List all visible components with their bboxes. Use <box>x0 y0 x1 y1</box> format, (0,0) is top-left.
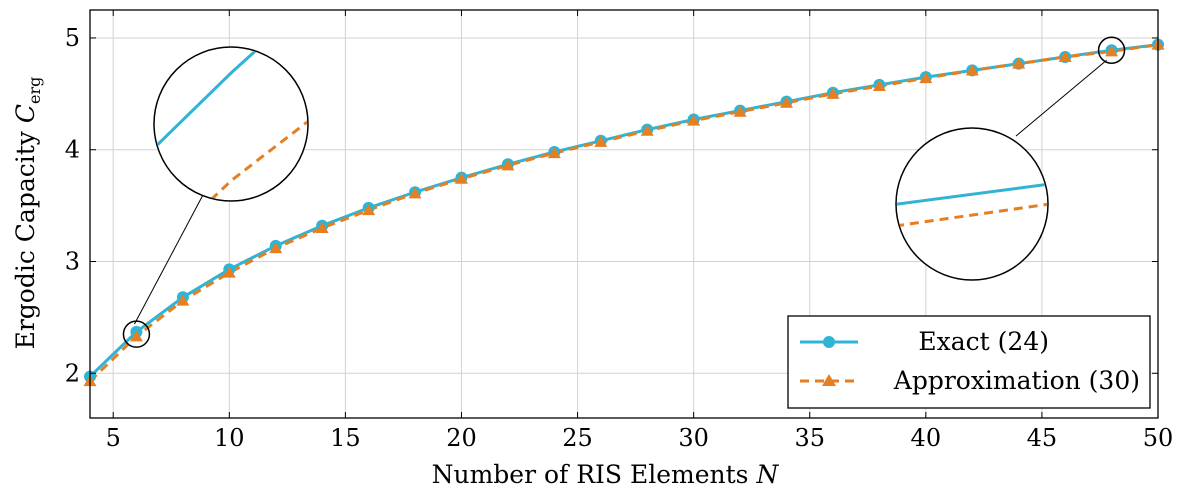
data-point-approximation <box>965 64 979 76</box>
y-tick-label: 2 <box>65 359 80 387</box>
y-tick-label: 5 <box>65 24 80 52</box>
x-tick-label: 40 <box>911 424 942 452</box>
zoom-insets <box>122 36 1126 348</box>
data-point-approximation <box>222 266 236 278</box>
data-point-approximation <box>315 221 329 233</box>
y-tick-label: 3 <box>65 248 80 276</box>
legend-label-exact: Exact (24) <box>918 327 1049 356</box>
legend-marker-approx <box>822 374 836 386</box>
inset-line-approx-left <box>198 114 307 200</box>
data-point-approximation <box>501 159 515 171</box>
axes-frame <box>89 9 1159 419</box>
data-point-approximation <box>1058 50 1072 62</box>
data-point-approximation <box>129 330 143 342</box>
plot-area <box>83 38 1165 387</box>
x-tick-label: 50 <box>1143 424 1174 452</box>
series-line-exact <box>88 43 1159 378</box>
y-axis-label-text: Ergodic Capacity <box>11 130 40 349</box>
data-point-approximation <box>547 147 561 159</box>
x-tick-label: 35 <box>794 424 825 452</box>
inset-content-right <box>897 182 1047 228</box>
inset-connector-right <box>1015 59 1107 137</box>
x-tick-label: 25 <box>562 424 593 452</box>
inset-circle-left <box>153 46 309 202</box>
data-point-approximation <box>594 135 608 147</box>
legend-label-approx: Approximation (30) <box>893 366 1140 395</box>
inset-line-exact-right <box>897 182 1047 207</box>
x-tick-label: 45 <box>1027 424 1058 452</box>
data-point-approximation <box>872 80 886 92</box>
x-axis-label: Number of RIS Elements N <box>432 460 780 489</box>
data-point-approximation <box>687 114 701 126</box>
data-point-approximation <box>362 204 376 216</box>
data-point-approximation <box>1105 45 1119 57</box>
x-tick-label: 30 <box>678 424 709 452</box>
inset-content-left <box>155 48 307 200</box>
legend: Exact (24) Approximation (30) <box>787 315 1151 409</box>
y-axis-symbol: C <box>11 104 40 123</box>
y-tick-label: 4 <box>65 136 80 164</box>
inset-line-exact-left <box>155 48 264 154</box>
legend-marker-exact <box>823 336 835 348</box>
data-point-approximation <box>780 96 794 108</box>
data-point-approximation <box>1012 57 1026 69</box>
data-point-approximation <box>454 172 468 184</box>
y-axis-label: Ergodic Capacity Cerg <box>11 77 44 350</box>
y-axis-subscript: erg <box>25 77 44 104</box>
data-point-approximation <box>176 294 190 306</box>
inset-target-circle-right <box>1097 36 1126 64</box>
inset-circle-right <box>895 127 1049 281</box>
x-axis-symbol: N <box>756 460 780 489</box>
data-point-approximation <box>640 124 654 136</box>
data-point-approximation <box>408 187 422 199</box>
data-point-approximation <box>919 72 933 84</box>
data-point-approximation <box>826 87 840 99</box>
x-axis-label-text: Number of RIS Elements <box>432 460 749 489</box>
x-tick-label: 10 <box>214 424 245 452</box>
legend-box <box>787 315 1151 409</box>
inset-connector-left <box>133 192 205 325</box>
data-point-approximation <box>733 105 747 117</box>
x-tick-label: 5 <box>106 424 121 452</box>
data-point-approximation <box>269 242 283 254</box>
inset-target-circle-left <box>122 320 151 348</box>
inset-line-approx-right <box>897 202 1047 228</box>
x-tick-label: 20 <box>446 424 477 452</box>
x-tick-label: 15 <box>330 424 361 452</box>
